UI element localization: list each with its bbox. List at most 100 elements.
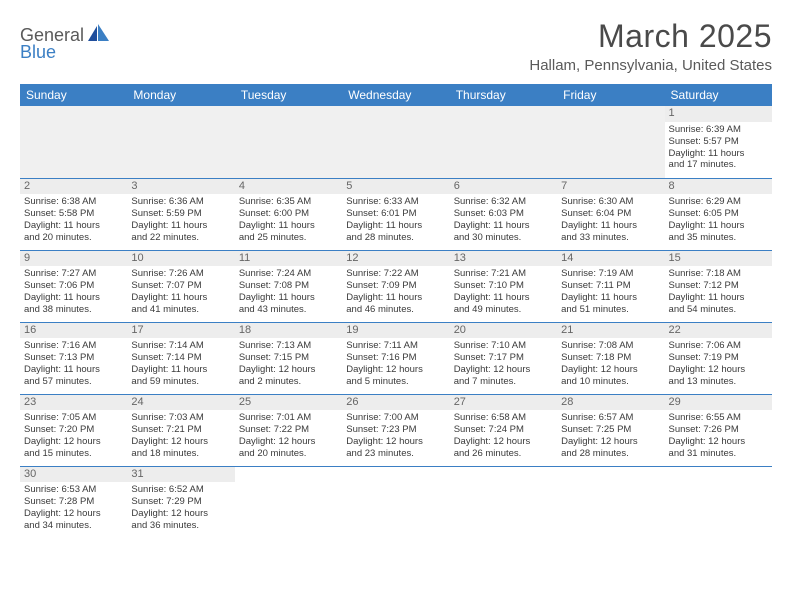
daylight-text-2: and 20 minutes. — [24, 232, 123, 244]
day-cell-12: 12Sunrise: 7:22 AMSunset: 7:09 PMDayligh… — [342, 250, 449, 322]
day-cell-30: 30Sunrise: 6:53 AMSunset: 7:28 PMDayligh… — [20, 466, 127, 538]
sunset-text: Sunset: 7:09 PM — [346, 280, 445, 292]
sunrise-text: Sunrise: 7:16 AM — [24, 340, 123, 352]
empty-cell — [235, 106, 342, 178]
daylight-text-2: and 10 minutes. — [561, 376, 660, 388]
week-1: 1 Sunrise: 6:39 AM Sunset: 5:57 PM Dayli… — [20, 106, 772, 178]
day-number: 27 — [450, 395, 557, 411]
day-cell-1: 1 Sunrise: 6:39 AM Sunset: 5:57 PM Dayli… — [665, 106, 772, 178]
sunset-text: Sunset: 7:14 PM — [131, 352, 230, 364]
header-saturday: Saturday — [665, 84, 772, 106]
daylight-text-2: and 5 minutes. — [346, 376, 445, 388]
daylight-text-1: Daylight: 12 hours — [239, 436, 338, 448]
sunset-text: Sunset: 7:26 PM — [669, 424, 768, 436]
sunset-text: Sunset: 7:15 PM — [239, 352, 338, 364]
daylight-text-2: and 54 minutes. — [669, 304, 768, 316]
week-2: 2Sunrise: 6:38 AMSunset: 5:58 PM Daylight… — [20, 178, 772, 250]
sunset-text: Sunset: 7:28 PM — [24, 496, 123, 508]
sunrise-text: Sunrise: 7:10 AM — [454, 340, 553, 352]
day-number: 17 — [127, 323, 234, 339]
sunrise-text: Sunrise: 6:38 AM — [24, 196, 123, 208]
daylight-text-2: and 13 minutes. — [669, 376, 768, 388]
daylight-text-2: and 57 minutes. — [24, 376, 123, 388]
daylight-text-1: Daylight: 11 hours — [669, 292, 768, 304]
day-cell-20: 20Sunrise: 7:10 AMSunset: 7:17 PMDayligh… — [450, 322, 557, 394]
header-tuesday: Tuesday — [235, 84, 342, 106]
empty-cell — [342, 106, 449, 178]
daylight-text-2: and 49 minutes. — [454, 304, 553, 316]
day-number: 2 — [20, 179, 127, 195]
daylight-text-2: and 23 minutes. — [346, 448, 445, 460]
daylight-text-1: Daylight: 12 hours — [669, 436, 768, 448]
sunrise-text: Sunrise: 7:26 AM — [131, 268, 230, 280]
header-sunday: Sunday — [20, 84, 127, 106]
empty-cell — [450, 466, 557, 538]
sunset-text: Sunset: 7:16 PM — [346, 352, 445, 364]
daylight-text-1: Daylight: 11 hours — [561, 292, 660, 304]
day-cell-2: 2Sunrise: 6:38 AMSunset: 5:58 PMDaylight… — [20, 178, 127, 250]
header-wednesday: Wednesday — [342, 84, 449, 106]
header-friday: Friday — [557, 84, 664, 106]
daylight-text-1: Daylight: 11 hours — [454, 292, 553, 304]
sunrise-text: Sunrise: 7:27 AM — [24, 268, 123, 280]
sunset-text: Sunset: 5:58 PM — [24, 208, 123, 220]
empty-cell — [20, 106, 127, 178]
daylight-text-1: Daylight: 12 hours — [24, 508, 123, 520]
daylight-text-1: Daylight: 11 hours — [561, 220, 660, 232]
day-number: 19 — [342, 323, 449, 339]
daylight-text-2: and 33 minutes. — [561, 232, 660, 244]
day-cell-27: 27Sunrise: 6:58 AMSunset: 7:24 PMDayligh… — [450, 394, 557, 466]
daylight-text-1: Daylight: 12 hours — [131, 508, 230, 520]
daylight-text-2: and 20 minutes. — [239, 448, 338, 460]
day-cell-18: 18Sunrise: 7:13 AMSunset: 7:15 PMDayligh… — [235, 322, 342, 394]
sunrise-text: Sunrise: 6:29 AM — [669, 196, 768, 208]
daylight-text-2: and 36 minutes. — [131, 520, 230, 532]
sunset-text: Sunset: 6:04 PM — [561, 208, 660, 220]
sunrise-text: Sunrise: 6:35 AM — [239, 196, 338, 208]
day-number: 26 — [342, 395, 449, 411]
day-number: 20 — [450, 323, 557, 339]
daylight-text-2: and 25 minutes. — [239, 232, 338, 244]
sunset-text: Sunset: 7:20 PM — [24, 424, 123, 436]
location-text: Hallam, Pennsylvania, United States — [529, 57, 772, 74]
daylight-text-2: and 15 minutes. — [24, 448, 123, 460]
empty-cell — [235, 466, 342, 538]
day-number: 24 — [127, 395, 234, 411]
daylight-text-1: Daylight: 11 hours — [346, 292, 445, 304]
day-number: 9 — [20, 251, 127, 267]
day-number: 5 — [342, 179, 449, 195]
sunrise-text: Sunrise: 6:52 AM — [131, 484, 230, 496]
day-cell-6: 6Sunrise: 6:32 AMSunset: 6:03 PMDaylight… — [450, 178, 557, 250]
sunrise-text: Sunrise: 6:32 AM — [454, 196, 553, 208]
sunset-text: Sunset: 7:12 PM — [669, 280, 768, 292]
day-cell-21: 21Sunrise: 7:08 AMSunset: 7:18 PMDayligh… — [557, 322, 664, 394]
daylight-text-2: and 28 minutes. — [346, 232, 445, 244]
daylight-text-1: Daylight: 12 hours — [454, 364, 553, 376]
daylight-text-2: and 28 minutes. — [561, 448, 660, 460]
sunrise-text: Sunrise: 7:19 AM — [561, 268, 660, 280]
daylight-text-2: and 26 minutes. — [454, 448, 553, 460]
day-number: 28 — [557, 395, 664, 411]
logo-text-blue: Blue — [20, 42, 56, 63]
daylight-text-2: and 22 minutes. — [131, 232, 230, 244]
daylight-text-1: Daylight: 11 hours — [454, 220, 553, 232]
day-cell-24: 24Sunrise: 7:03 AMSunset: 7:21 PMDayligh… — [127, 394, 234, 466]
sunset-text: Sunset: 7:29 PM — [131, 496, 230, 508]
daylight-text-1: Daylight: 11 hours — [24, 292, 123, 304]
day-cell-3: 3Sunrise: 6:36 AMSunset: 5:59 PMDaylight… — [127, 178, 234, 250]
daylight-text-1: Daylight: 12 hours — [669, 364, 768, 376]
day-cell-10: 10Sunrise: 7:26 AMSunset: 7:07 PMDayligh… — [127, 250, 234, 322]
daylight-text-2: and 34 minutes. — [24, 520, 123, 532]
header-thursday: Thursday — [450, 84, 557, 106]
sunset-text: Sunset: 5:59 PM — [131, 208, 230, 220]
daylight-text-1: Daylight: 11 hours — [131, 292, 230, 304]
sunset-text: Sunset: 7:24 PM — [454, 424, 553, 436]
day-number: 3 — [127, 179, 234, 195]
sunrise-text: Sunrise: 6:39 AM — [669, 124, 768, 136]
daylight-text-2: and 18 minutes. — [131, 448, 230, 460]
day-cell-14: 14Sunrise: 7:19 AMSunset: 7:11 PMDayligh… — [557, 250, 664, 322]
week-4: 16Sunrise: 7:16 AMSunset: 7:13 PMDayligh… — [20, 322, 772, 394]
sunset-text: Sunset: 7:08 PM — [239, 280, 338, 292]
sunrise-text: Sunrise: 6:30 AM — [561, 196, 660, 208]
daylight-text-2: and 46 minutes. — [346, 304, 445, 316]
